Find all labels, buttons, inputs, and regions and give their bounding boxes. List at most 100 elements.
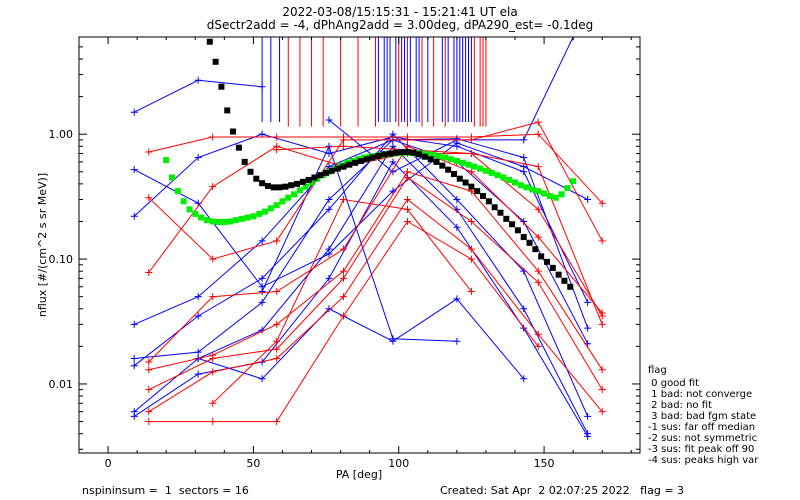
fit-point-black [381,151,388,158]
series-line-red [148,121,603,260]
fit-point-black [241,158,248,165]
data-point-red [209,133,217,141]
data-point-red [340,142,348,150]
fit-point-green [512,179,519,186]
y-axis-label: nflux [#/(cm^2 s sr MeV)] [36,173,49,317]
x-tick-label: 100 [388,457,409,470]
data-point-red [340,267,348,275]
data-point-red [209,418,217,426]
data-point-blue [325,116,333,124]
y-tick-label: 1.00 [49,128,74,141]
series-line-blue [261,144,457,342]
data-point-blue [130,412,138,420]
fit-point-green [523,184,530,191]
fit-point-green [244,214,251,221]
x-tick-label: 150 [534,457,555,470]
data-point-blue [194,154,202,162]
data-point-blue [584,195,592,203]
data-point-blue [520,375,528,383]
data-layer [130,37,606,440]
data-point-blue [258,298,266,306]
series-line-red [148,145,603,363]
data-point-blue [258,274,266,282]
fit-point-green [442,154,449,161]
fit-point-black [427,156,434,163]
fit-point-green [488,169,495,176]
legend-title: flag [648,365,667,376]
data-point-red [273,237,281,245]
fit-point-black [410,149,417,156]
fit-point-green [186,206,193,213]
axes: 0 50 100 150 0.01 0.10 1.00 [49,36,640,470]
data-point-red [534,163,542,171]
fit-point-green [517,182,524,189]
data-point-red [598,199,606,207]
data-point-red [467,136,475,144]
fit-point-black [323,169,330,176]
data-point-blue [520,168,528,176]
fit-point-black [387,150,394,157]
data-point-red [273,287,281,295]
footer-right: Created: Sat Apr 2 02:07:25 2022 flag = … [440,484,684,497]
data-point-red [403,205,411,213]
data-point-red [534,118,542,126]
fit-point-black [468,183,475,190]
fit-point-green [471,163,478,170]
fit-point-black [416,151,423,158]
data-point-red [209,368,217,376]
fit-point-black [503,215,510,222]
data-point-red [340,293,348,301]
data-point-blue [130,166,138,174]
legend-item: 2 bad: no fit [648,400,712,411]
fit-point-black [224,107,231,114]
plot-area [130,37,606,440]
fit-point-black [276,184,283,191]
data-point-red [209,354,217,362]
fit-point-green [494,172,501,179]
fit-point-black [206,38,213,45]
data-point-blue [325,205,333,213]
fit-point-green [448,156,455,163]
data-point-red [534,267,542,275]
data-point-red [145,418,153,426]
fit-point-black [497,209,504,216]
fit-point-black [334,165,341,172]
legend-item: 0 good fit [648,378,699,389]
data-point-blue [453,195,461,203]
fit-point-black [247,168,254,175]
fit-point-black [340,163,347,170]
fit-point-black [328,167,335,174]
series-line-blue [198,298,525,380]
plot-frame [78,36,641,454]
fit-point-green [541,190,548,197]
data-point-blue [325,245,333,253]
data-point-red [209,293,217,301]
fit-point-black [299,178,306,185]
fit-point-black [311,174,318,181]
data-point-red [534,278,542,286]
chart-title-line1: 2022-03-08/15:15:31 - 15:21:41 UT ela [282,5,517,19]
fit-point-green [227,218,234,225]
fit-point-black [369,154,376,161]
data-point-red [340,136,348,144]
fit-point-green [291,191,298,198]
fit-point-black [253,175,260,182]
fit-point-green [267,205,274,212]
fit-point-green [302,183,309,190]
fit-point-black [392,149,399,156]
data-point-blue [453,223,461,231]
fit-point-black [549,264,556,271]
fit-point-black [375,152,382,159]
fit-point-black [352,159,359,166]
data-point-blue [325,305,333,313]
fit-point-black [317,172,324,179]
fit-point-black [433,158,440,165]
data-point-blue [194,370,202,378]
data-point-red [534,233,542,241]
data-point-red [273,354,281,362]
fit-point-green [232,217,239,224]
data-point-red [209,255,217,263]
fit-point-black [450,170,457,177]
fit-point-black [282,183,289,190]
fit-point-black [398,148,405,155]
